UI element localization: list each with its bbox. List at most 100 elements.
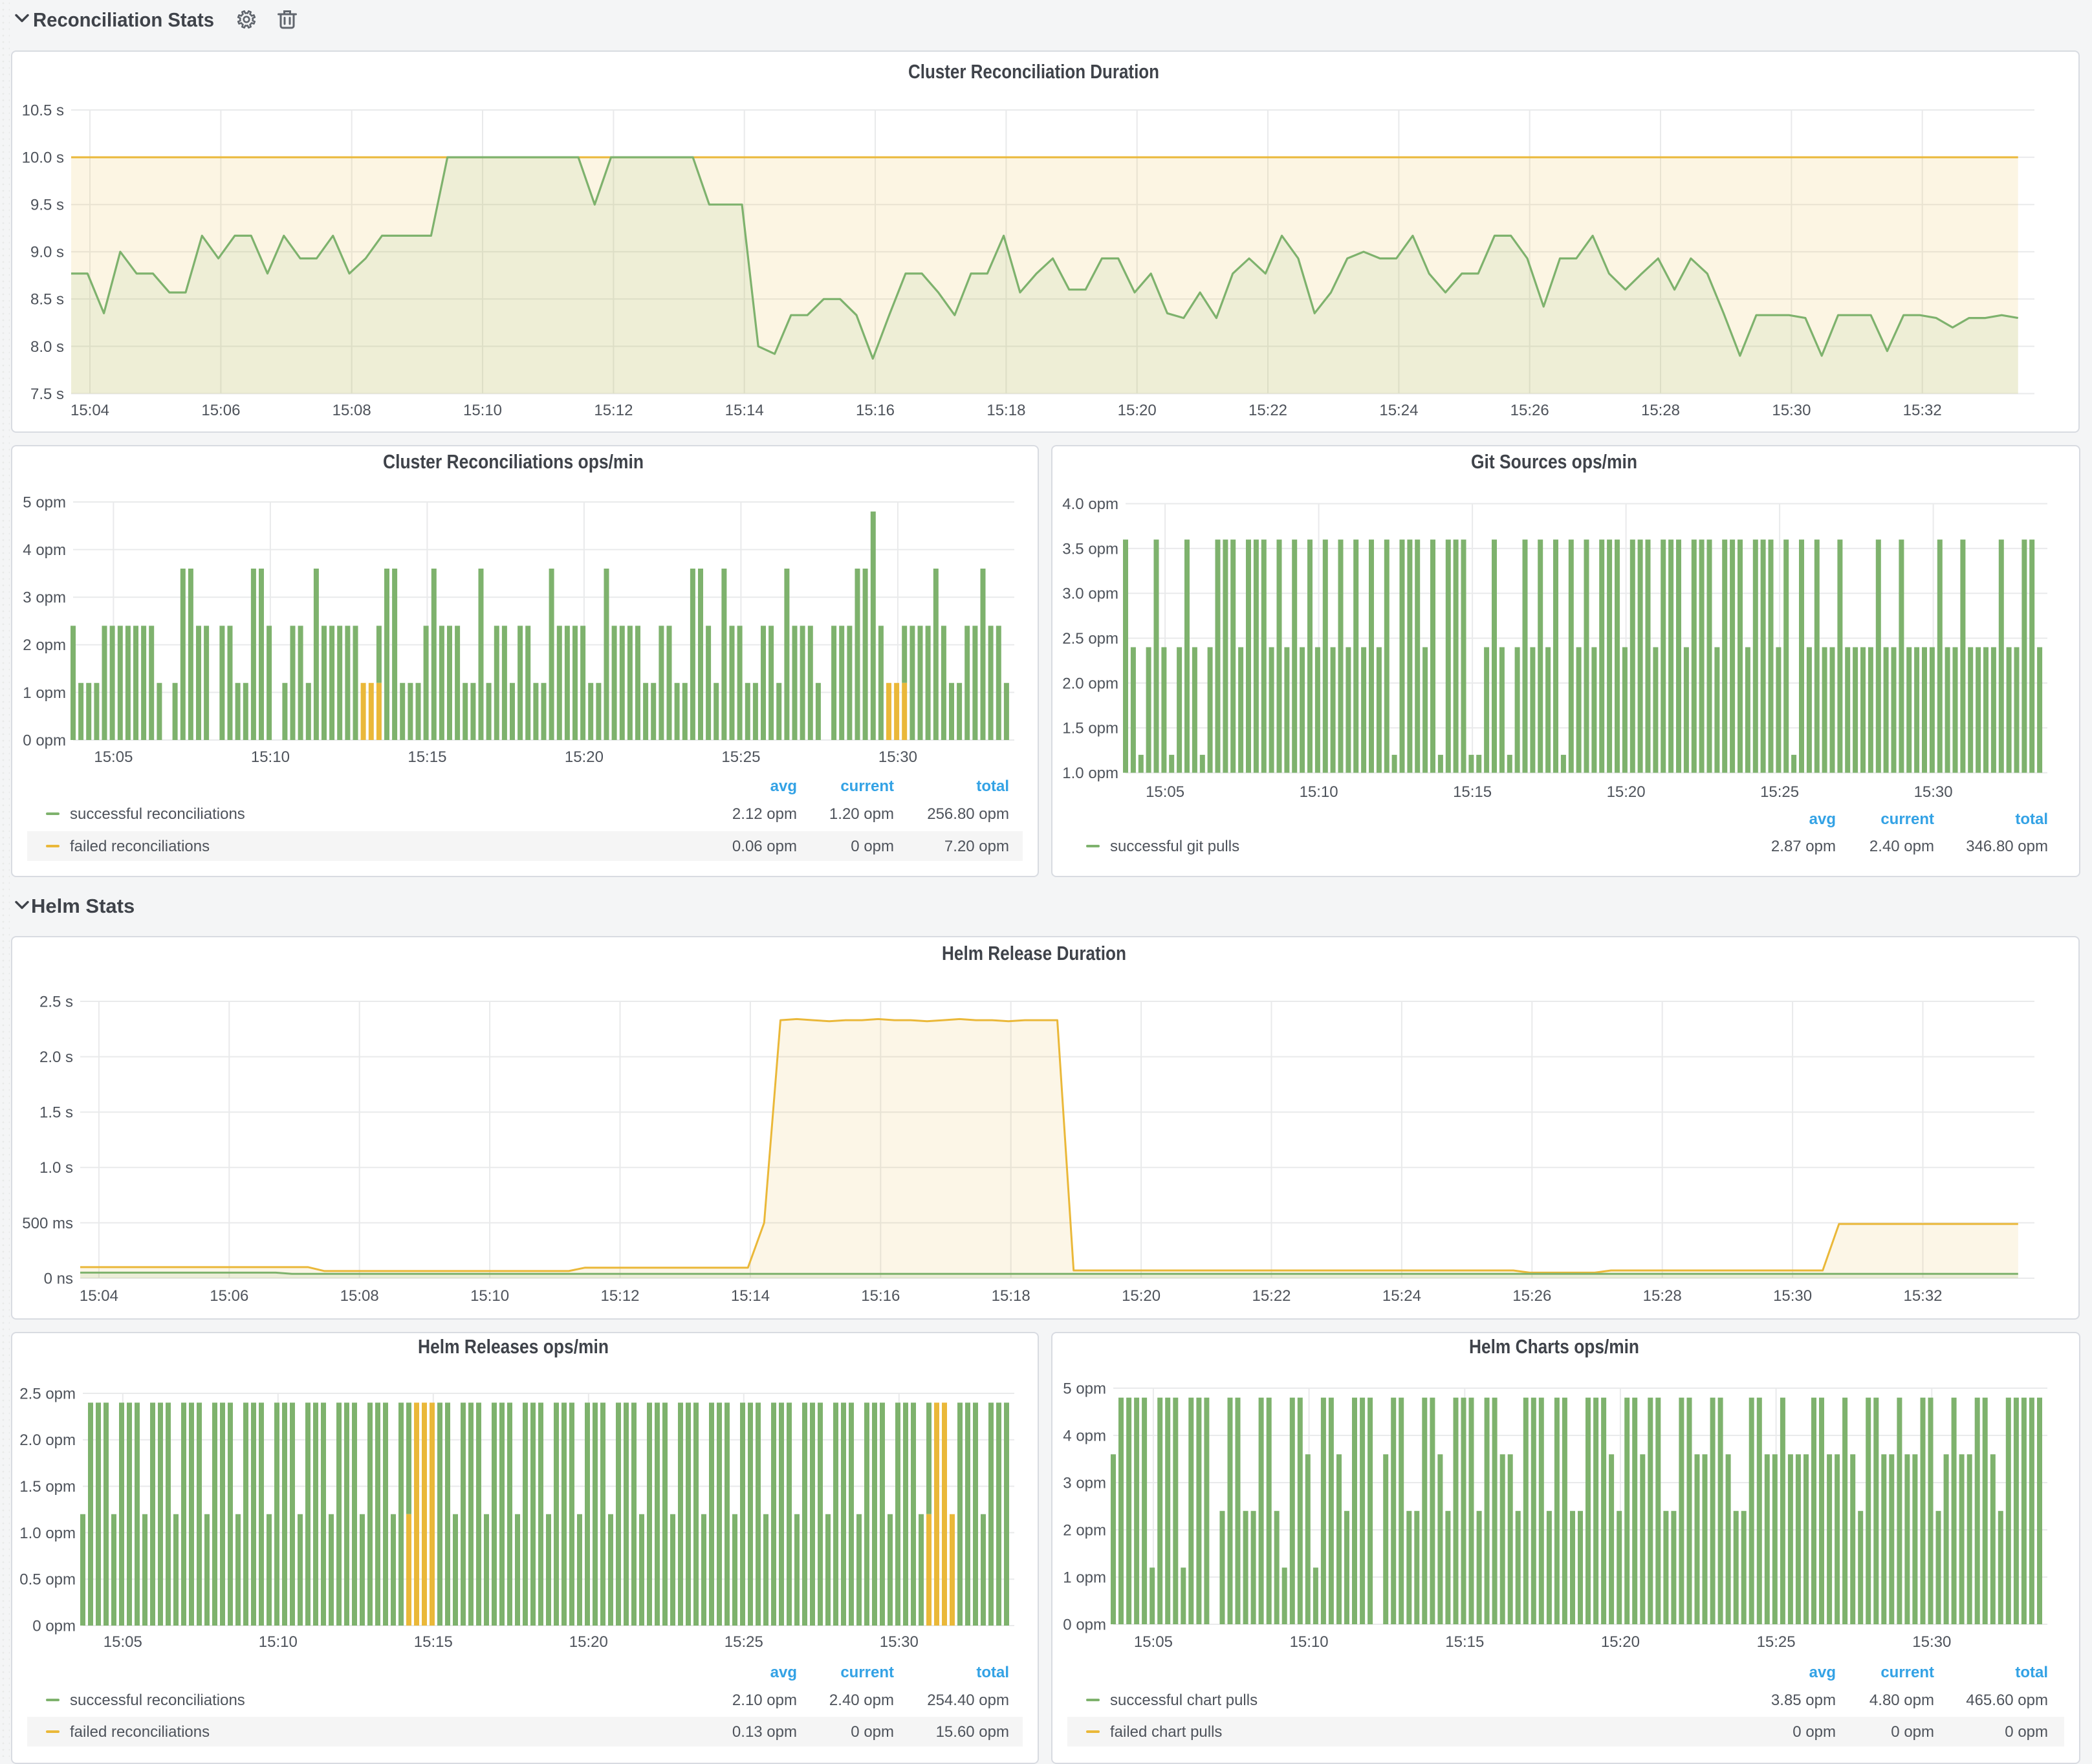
svg-text:5 opm: 5 opm [23, 494, 66, 511]
svg-text:15:20: 15:20 [1601, 1633, 1640, 1651]
svg-text:3 opm: 3 opm [1063, 1474, 1106, 1492]
svg-text:2 opm: 2 opm [23, 637, 66, 654]
svg-text:15:20: 15:20 [1118, 402, 1157, 419]
svg-text:1.5 opm: 1.5 opm [1062, 720, 1118, 737]
svg-text:successful reconciliations: successful reconciliations [70, 1692, 245, 1709]
svg-text:15:05: 15:05 [104, 1633, 142, 1651]
svg-text:current: current [1880, 1664, 1934, 1681]
svg-text:1.0 s: 1.0 s [39, 1159, 73, 1177]
svg-text:Git Sources ops/min: Git Sources ops/min [1471, 450, 1637, 473]
svg-text:15:24: 15:24 [1382, 1287, 1421, 1305]
svg-text:254.40 opm: 254.40 opm [927, 1692, 1009, 1709]
svg-text:0 ns: 0 ns [44, 1270, 73, 1287]
svg-text:total: total [2015, 811, 2048, 828]
svg-text:15:15: 15:15 [408, 748, 446, 766]
svg-text:1 opm: 1 opm [1063, 1569, 1106, 1586]
svg-text:9.0 s: 9.0 s [30, 244, 64, 261]
svg-text:0.13 opm: 0.13 opm [732, 1723, 797, 1741]
svg-text:15:32: 15:32 [1903, 1287, 1942, 1305]
svg-text:Helm Stats: Helm Stats [31, 895, 135, 917]
svg-text:Cluster Reconciliation Duratio: Cluster Reconciliation Duration [908, 60, 1159, 83]
svg-text:10.5 s: 10.5 s [22, 102, 64, 119]
svg-text:15:30: 15:30 [1912, 1633, 1951, 1651]
svg-text:15:06: 15:06 [201, 402, 240, 419]
svg-text:9.5 s: 9.5 s [30, 197, 64, 214]
svg-text:0 opm: 0 opm [851, 1723, 894, 1741]
svg-text:successful chart pulls: successful chart pulls [1110, 1692, 1258, 1709]
svg-text:15:06: 15:06 [210, 1287, 248, 1305]
svg-text:0 opm: 0 opm [2005, 1723, 2048, 1741]
svg-text:15:25: 15:25 [725, 1633, 763, 1651]
svg-text:15:15: 15:15 [1453, 783, 1492, 801]
svg-text:15:30: 15:30 [878, 748, 917, 766]
svg-text:15:25: 15:25 [721, 748, 760, 766]
svg-text:4.80 opm: 4.80 opm [1869, 1692, 1934, 1709]
svg-text:Helm Release Duration: Helm Release Duration [942, 942, 1126, 964]
svg-text:failed reconciliations: failed reconciliations [70, 838, 210, 855]
svg-text:15.60 opm: 15.60 opm [936, 1723, 1009, 1741]
svg-text:15:26: 15:26 [1512, 1287, 1551, 1305]
svg-text:7.20 opm: 7.20 opm [944, 838, 1009, 855]
svg-text:15:16: 15:16 [861, 1287, 900, 1305]
svg-text:1.0 opm: 1.0 opm [19, 1525, 76, 1542]
svg-text:Helm Charts ops/min: Helm Charts ops/min [1469, 1335, 1639, 1358]
svg-text:2.0 opm: 2.0 opm [19, 1432, 76, 1449]
svg-text:failed reconciliations: failed reconciliations [70, 1723, 210, 1741]
svg-text:1.5 s: 1.5 s [39, 1104, 73, 1122]
svg-text:465.60 opm: 465.60 opm [1966, 1692, 2048, 1709]
svg-text:15:05: 15:05 [94, 748, 133, 766]
svg-text:2.0 opm: 2.0 opm [1062, 675, 1118, 692]
svg-text:256.80 opm: 256.80 opm [927, 805, 1009, 823]
svg-text:15:22: 15:22 [1252, 1287, 1291, 1305]
svg-text:15:05: 15:05 [1134, 1633, 1173, 1651]
svg-text:avg: avg [770, 778, 797, 795]
svg-text:15:18: 15:18 [986, 402, 1025, 419]
svg-text:total: total [2015, 1664, 2048, 1681]
svg-text:Reconciliation Stats: Reconciliation Stats [33, 8, 214, 31]
svg-text:7.5 s: 7.5 s [30, 386, 64, 403]
svg-text:15:30: 15:30 [1772, 402, 1811, 419]
svg-text:15:32: 15:32 [1903, 402, 1942, 419]
svg-text:2.5 opm: 2.5 opm [1062, 630, 1118, 648]
svg-text:total: total [976, 778, 1009, 795]
svg-text:15:30: 15:30 [1914, 783, 1953, 801]
svg-text:2.0 s: 2.0 s [39, 1049, 73, 1066]
svg-text:8.5 s: 8.5 s [30, 291, 64, 309]
svg-text:15:25: 15:25 [1757, 1633, 1796, 1651]
svg-text:successful reconciliations: successful reconciliations [70, 805, 245, 823]
svg-text:15:08: 15:08 [340, 1287, 379, 1305]
svg-text:0 opm: 0 opm [1063, 1616, 1106, 1633]
svg-text:15:10: 15:10 [1300, 783, 1338, 801]
svg-text:346.80 opm: 346.80 opm [1966, 838, 2048, 855]
svg-text:avg: avg [1809, 1664, 1836, 1681]
svg-text:avg: avg [770, 1664, 797, 1681]
svg-text:4 opm: 4 opm [1063, 1427, 1106, 1444]
svg-text:15:05: 15:05 [1146, 783, 1184, 801]
svg-text:15:16: 15:16 [856, 402, 895, 419]
svg-text:15:10: 15:10 [259, 1633, 298, 1651]
svg-text:1.20 opm: 1.20 opm [829, 805, 894, 823]
svg-text:15:20: 15:20 [1122, 1287, 1160, 1305]
svg-text:15:28: 15:28 [1643, 1287, 1682, 1305]
svg-text:1.5 opm: 1.5 opm [19, 1478, 76, 1496]
svg-text:Cluster Reconciliations ops/mi: Cluster Reconciliations ops/min [383, 450, 644, 473]
svg-text:2.5 opm: 2.5 opm [19, 1385, 76, 1402]
svg-text:2.5 s: 2.5 s [39, 993, 73, 1010]
svg-text:15:20: 15:20 [569, 1633, 608, 1651]
svg-text:15:20: 15:20 [565, 748, 604, 766]
svg-text:4 opm: 4 opm [23, 541, 66, 559]
svg-text:2.40 opm: 2.40 opm [829, 1692, 894, 1709]
svg-text:15:26: 15:26 [1510, 402, 1549, 419]
svg-text:3.5 opm: 3.5 opm [1062, 540, 1118, 558]
svg-text:15:10: 15:10 [470, 1287, 509, 1305]
svg-text:0.06 opm: 0.06 opm [732, 838, 797, 855]
svg-text:2.40 opm: 2.40 opm [1869, 838, 1934, 855]
svg-text:failed chart pulls: failed chart pulls [1110, 1723, 1222, 1741]
svg-text:15:18: 15:18 [992, 1287, 1030, 1305]
svg-text:8.0 s: 8.0 s [30, 338, 64, 356]
svg-text:current: current [840, 778, 894, 795]
svg-text:2.10 opm: 2.10 opm [732, 1692, 797, 1709]
svg-text:3 opm: 3 opm [23, 589, 66, 607]
svg-text:500 ms: 500 ms [22, 1215, 73, 1232]
svg-text:1.0 opm: 1.0 opm [1062, 765, 1118, 782]
